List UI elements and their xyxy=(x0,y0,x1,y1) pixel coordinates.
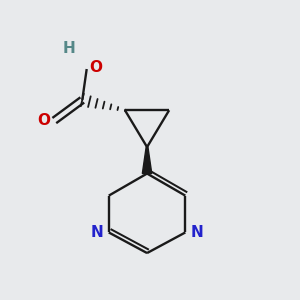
Text: O: O xyxy=(90,60,103,75)
Text: O: O xyxy=(37,113,50,128)
Polygon shape xyxy=(142,147,152,174)
Text: N: N xyxy=(91,225,103,240)
Text: N: N xyxy=(190,225,203,240)
Text: H: H xyxy=(63,41,75,56)
